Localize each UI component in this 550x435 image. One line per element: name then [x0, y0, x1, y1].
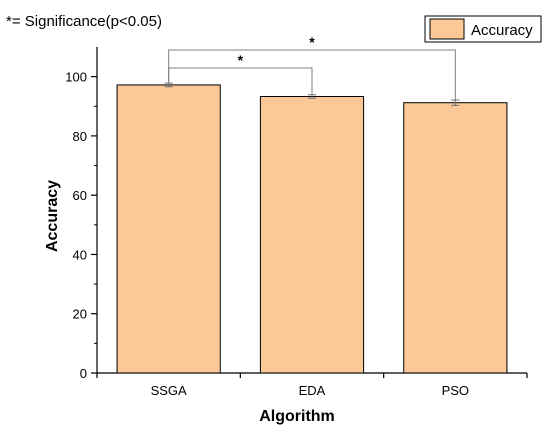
legend-swatch: [429, 18, 465, 40]
legend-label: Accuracy: [471, 22, 533, 39]
significance-star: *: [309, 34, 315, 50]
y-tick-label: 0: [80, 366, 87, 381]
x-tick-label: EDA: [299, 383, 326, 398]
y-tick-label: 20: [73, 307, 87, 322]
x-axis-label: Algorithm: [259, 408, 335, 425]
significance-bracket: [168, 67, 313, 96]
bar-eda: [259, 95, 365, 374]
legend: Accuracy: [424, 15, 542, 43]
bar-pso: [403, 102, 508, 374]
x-tick-label: PSO: [442, 383, 469, 398]
y-tick-label: 100: [65, 70, 87, 85]
significance-star: *: [238, 52, 244, 68]
significance-bracket: [168, 49, 456, 102]
y-axis-label: Accuracy: [44, 180, 61, 252]
y-tick-label: 80: [73, 129, 87, 144]
plot-area: 0 20 40 60 80 100 SSGA EDA PSO * *: [65, 34, 528, 398]
bar-ssga: [116, 84, 221, 374]
significance-note: *= Significance(p<0.05): [6, 13, 162, 30]
y-tick-label: 40: [73, 247, 87, 262]
y-tick-label: 60: [73, 188, 87, 203]
x-tick-label: SSGA: [151, 383, 187, 398]
